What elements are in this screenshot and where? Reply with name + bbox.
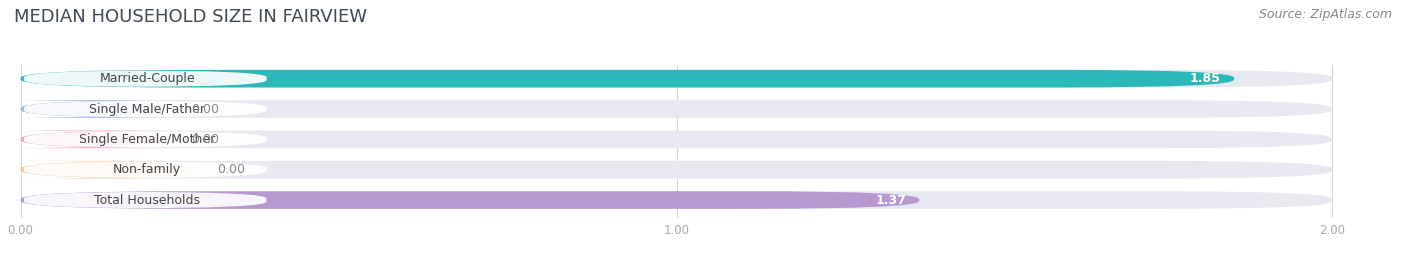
FancyBboxPatch shape [24,192,267,208]
Text: 0.00: 0.00 [218,163,246,176]
Text: MEDIAN HOUSEHOLD SIZE IN FAIRVIEW: MEDIAN HOUSEHOLD SIZE IN FAIRVIEW [14,8,367,26]
FancyBboxPatch shape [21,70,1333,87]
FancyBboxPatch shape [21,191,920,209]
FancyBboxPatch shape [21,70,1234,87]
FancyBboxPatch shape [21,100,1333,118]
Text: Source: ZipAtlas.com: Source: ZipAtlas.com [1258,8,1392,21]
Text: 1.85: 1.85 [1189,72,1220,85]
Text: Single Female/Mother: Single Female/Mother [79,133,215,146]
FancyBboxPatch shape [24,70,267,87]
FancyBboxPatch shape [21,161,1333,178]
FancyBboxPatch shape [21,131,1333,148]
Text: 1.37: 1.37 [875,193,905,207]
Text: Non-family: Non-family [112,163,181,176]
FancyBboxPatch shape [0,131,191,148]
FancyBboxPatch shape [0,100,191,118]
FancyBboxPatch shape [21,191,1333,209]
FancyBboxPatch shape [24,162,267,178]
Text: 0.00: 0.00 [191,133,219,146]
Text: Single Male/Father: Single Male/Father [89,103,205,116]
Text: 0.00: 0.00 [191,103,219,116]
FancyBboxPatch shape [20,161,191,178]
FancyBboxPatch shape [24,101,267,117]
Text: Married-Couple: Married-Couple [100,72,195,85]
FancyBboxPatch shape [24,131,267,148]
Text: Total Households: Total Households [94,193,200,207]
